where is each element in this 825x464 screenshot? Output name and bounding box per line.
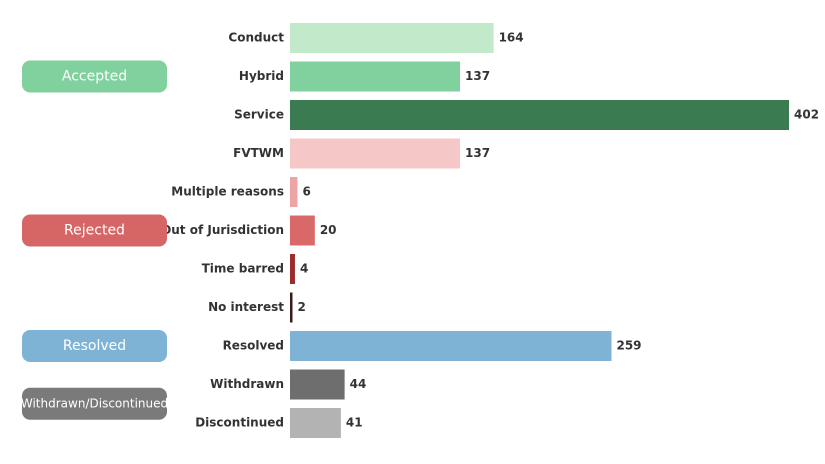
group-pill — [22, 60, 167, 93]
bar — [290, 408, 341, 438]
bar — [290, 23, 494, 53]
group-pill — [22, 387, 167, 420]
value-label: 259 — [616, 339, 641, 353]
group-label: Accepted — [62, 69, 127, 85]
category-label: FVTWM — [233, 146, 284, 160]
bar — [290, 254, 295, 284]
value-label: 44 — [350, 377, 367, 391]
category-label: Out of Jurisdiction — [161, 223, 284, 237]
value-label: 41 — [346, 416, 363, 430]
bar — [290, 292, 293, 323]
category-label: Discontinued — [195, 416, 284, 430]
value-label: 164 — [499, 31, 524, 45]
category-label: Withdrawn — [210, 377, 284, 391]
bar — [290, 138, 461, 169]
bar — [290, 61, 461, 92]
bar — [290, 177, 298, 207]
group-label: Withdrawn/Discontinued — [21, 396, 168, 410]
category-label: Conduct — [228, 31, 284, 45]
value-label: 137 — [465, 69, 490, 83]
category-label: Service — [234, 108, 284, 122]
value-label: 2 — [297, 300, 305, 314]
bar — [290, 215, 315, 246]
group-label: Resolved — [63, 338, 126, 354]
group-pill — [22, 330, 167, 362]
bar — [290, 100, 789, 130]
group-label: Rejected — [64, 223, 125, 239]
bar — [290, 331, 612, 361]
value-label: 137 — [465, 146, 490, 160]
value-label: 402 — [794, 108, 819, 122]
value-label: 4 — [300, 262, 308, 276]
category-label: Multiple reasons — [171, 185, 284, 199]
category-label: Time barred — [202, 262, 284, 276]
category-label: Resolved — [223, 339, 284, 353]
category-label: No interest — [208, 300, 284, 314]
value-label: 6 — [302, 185, 310, 199]
bar — [290, 369, 345, 400]
category-label: Hybrid — [239, 69, 284, 83]
group-pill — [22, 214, 167, 247]
value-label: 20 — [320, 223, 337, 237]
